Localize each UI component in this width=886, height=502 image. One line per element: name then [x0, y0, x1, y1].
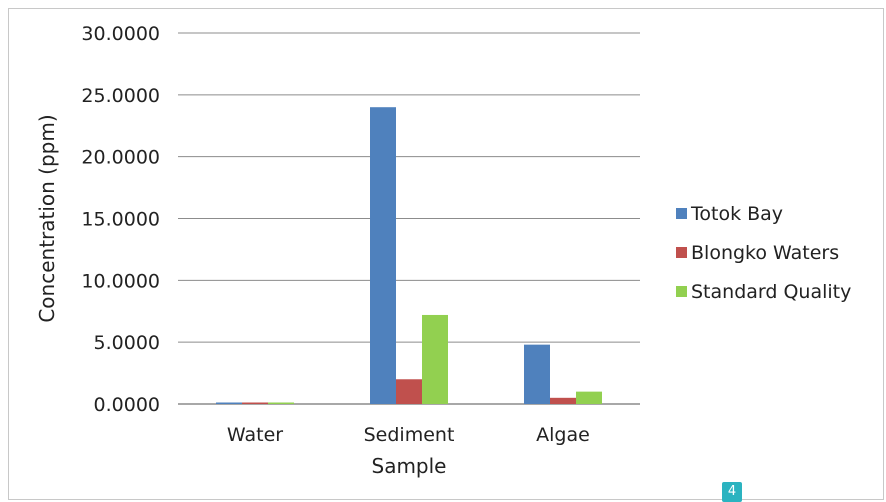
bar: [268, 402, 294, 404]
bar: [216, 402, 242, 404]
y-tick-label: 20.0000: [81, 147, 160, 169]
bar: [242, 402, 268, 404]
y-tick-label: 0.0000: [94, 394, 160, 416]
x-tick-label: Water: [227, 424, 283, 446]
y-tick-label: 30.0000: [81, 23, 160, 45]
x-axis-title: Sample: [372, 454, 447, 478]
bar: [370, 107, 396, 404]
page-number-badge: 4: [722, 482, 742, 502]
y-axis-title: Concentration (ppm): [35, 114, 59, 322]
bar: [396, 379, 422, 404]
bar: [550, 397, 576, 404]
legend-label: Standard Quality: [691, 281, 851, 303]
y-tick-label: 10.0000: [81, 270, 160, 292]
y-tick-label: 5.0000: [94, 332, 160, 354]
legend-swatch: [676, 286, 687, 297]
y-tick-label: 25.0000: [81, 85, 160, 107]
bar: [576, 391, 602, 404]
x-tick-label: Algae: [536, 424, 590, 446]
y-tick-label: 15.0000: [81, 209, 160, 231]
legend-swatch: [676, 247, 687, 258]
bar: [524, 344, 550, 404]
legend-swatch: [676, 208, 687, 219]
legend-label: Totok Bay: [690, 203, 783, 225]
legend-label: Blongko Waters: [691, 242, 839, 264]
chart-frame: [8, 8, 884, 500]
bar: [422, 314, 448, 404]
x-tick-label: Sediment: [364, 424, 455, 446]
